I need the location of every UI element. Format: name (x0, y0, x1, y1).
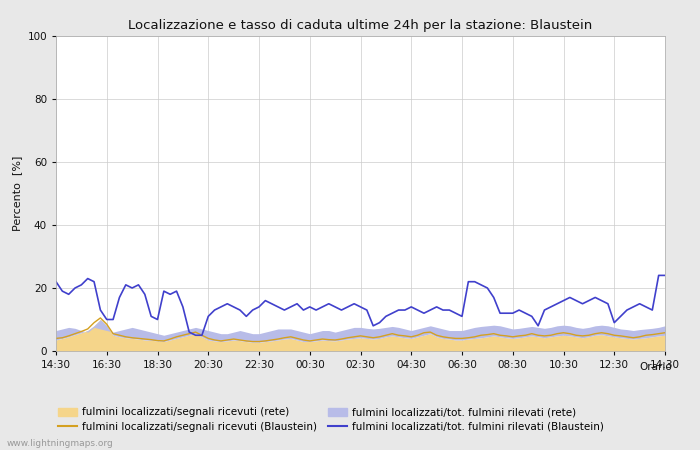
Text: Orario: Orario (639, 362, 672, 372)
Y-axis label: Percento  [%]: Percento [%] (12, 156, 22, 231)
Title: Localizzazione e tasso di caduta ultime 24h per la stazione: Blaustein: Localizzazione e tasso di caduta ultime … (128, 19, 593, 32)
Legend: fulmini localizzati/segnali ricevuti (rete), fulmini localizzati/segnali ricevut: fulmini localizzati/segnali ricevuti (re… (54, 403, 608, 436)
Text: www.lightningmaps.org: www.lightningmaps.org (7, 439, 113, 448)
